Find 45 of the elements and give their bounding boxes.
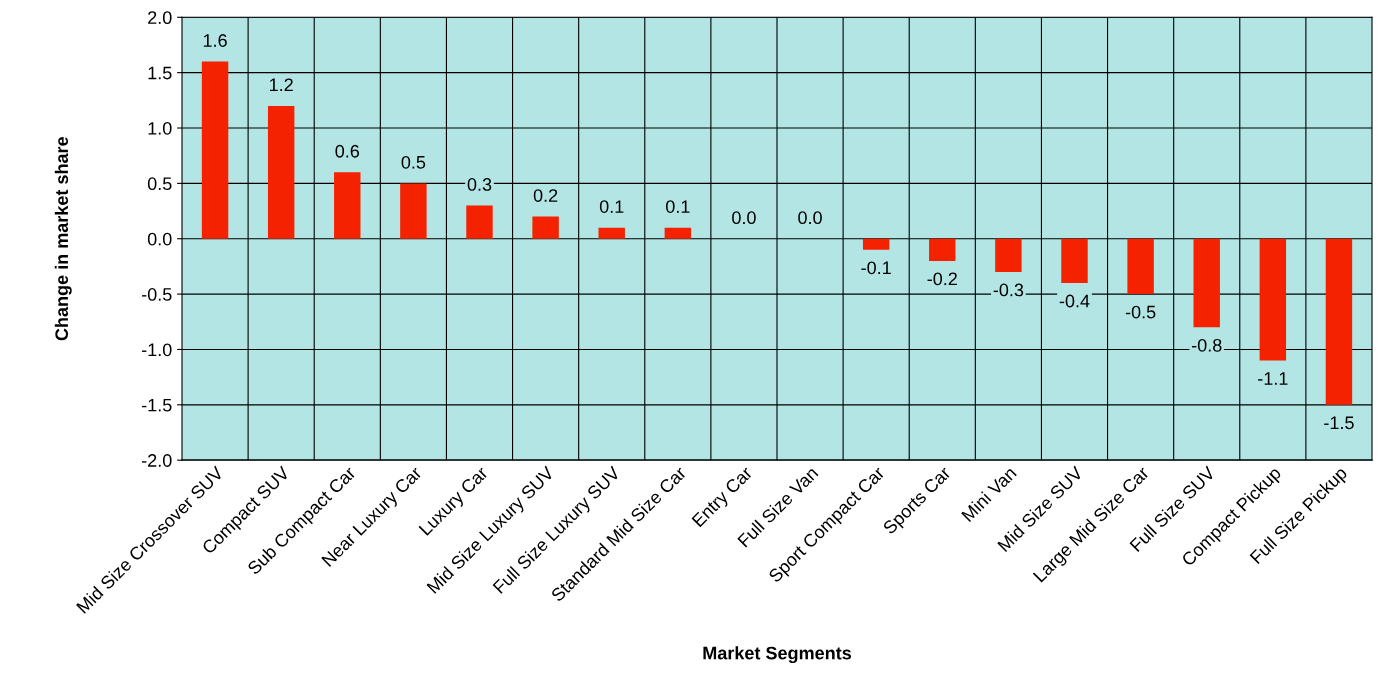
y-tick-label: 1.5: [148, 66, 172, 80]
data-label: 1.2: [269, 78, 293, 92]
y-tick-label: 0.5: [147, 177, 172, 191]
x-axis-title: Market Segments: [703, 646, 852, 664]
data-label: -0.5: [1125, 305, 1156, 319]
data-label: 1.6: [203, 34, 227, 47]
y-tick-label: -1.5: [141, 398, 172, 412]
bar: [201, 61, 229, 239]
data-label: 0.1: [665, 200, 690, 213]
data-label: 0.2: [533, 189, 558, 202]
data-label: -0.2: [927, 272, 957, 286]
data-label: 0.1: [599, 200, 624, 213]
bar: [664, 227, 692, 239]
bar: [862, 238, 890, 250]
y-tick-label: -1.0: [141, 343, 172, 357]
bar: [466, 205, 493, 239]
y-tick-label: -0.5: [141, 288, 172, 301]
data-label: -0.3: [993, 283, 1024, 297]
bar: [1193, 238, 1220, 328]
data-label: 0.6: [335, 144, 360, 158]
bar: [267, 105, 295, 239]
y-axis-title: Change in market share: [54, 137, 72, 341]
bar: [400, 183, 427, 239]
data-label: 0.0: [732, 211, 756, 225]
data-label: -1.5: [1324, 416, 1354, 430]
bar: [995, 238, 1022, 272]
data-label: 0.5: [401, 155, 426, 169]
bar: [929, 238, 956, 261]
y-tick-label: -2.0: [141, 454, 172, 467]
data-label: -1.1: [1258, 372, 1288, 385]
bar: [598, 227, 625, 239]
data-label: -0.1: [861, 261, 891, 275]
y-tick-label: 2.0: [148, 11, 172, 25]
bar: [1127, 238, 1154, 295]
bar: [532, 216, 559, 239]
data-label: 0.3: [467, 178, 492, 191]
y-tick-label: 0.0: [147, 232, 172, 246]
bar: [1325, 238, 1353, 405]
y-tick-label: 1.0: [148, 121, 172, 135]
bar: [1259, 238, 1287, 361]
data-label: -0.8: [1191, 338, 1222, 352]
data-label: 0.0: [798, 211, 822, 225]
bar: [334, 172, 361, 239]
data-label: -0.4: [1059, 294, 1090, 308]
bar: [1061, 238, 1088, 284]
